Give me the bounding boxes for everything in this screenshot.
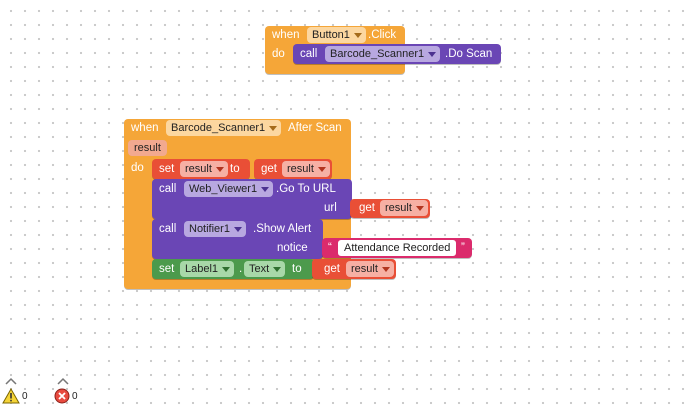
set-keyword: set — [159, 163, 175, 175]
property-dropdown[interactable]: Text — [244, 261, 286, 277]
dropdown-caret-icon — [415, 206, 424, 211]
warnings-indicator[interactable]: 0 — [2, 376, 42, 412]
get-result-label-block[interactable]: get result — [312, 259, 396, 279]
error-x-icon — [54, 388, 70, 404]
show-alert-call-block[interactable]: call Notifier1 .Show Alert notice — [152, 219, 323, 259]
errors-indicator[interactable]: 0 — [54, 376, 94, 412]
component-name: Notifier1 — [189, 223, 230, 235]
component-name: Label1 — [185, 263, 219, 275]
dropdown-caret-icon — [273, 267, 282, 272]
dropdown-caret-icon — [261, 187, 270, 192]
property-name: Text — [249, 263, 270, 275]
warning-triangle-icon — [2, 388, 20, 404]
variable-dropdown[interactable]: result — [180, 161, 228, 177]
component-name: Barcode_Scanner1 — [171, 122, 266, 134]
scanner-component-dropdown[interactable]: Barcode_Scanner1 — [325, 46, 441, 62]
event-name: .Click — [368, 29, 397, 41]
component-dropdown[interactable]: Button1 — [307, 27, 366, 43]
text-string-field[interactable]: Attendance Recorded — [338, 240, 457, 256]
set-label-text-block[interactable]: set Label1 . Text to — [152, 259, 314, 279]
dropdown-caret-icon — [353, 33, 362, 38]
web-viewer-dropdown[interactable]: Web_Viewer1 — [184, 181, 274, 197]
get-keyword: get — [261, 163, 277, 175]
dropdown-caret-icon — [381, 267, 390, 272]
to-keyword: to — [230, 163, 240, 175]
variable-dropdown[interactable]: result — [346, 261, 394, 277]
dropdown-caret-icon — [233, 227, 242, 232]
do-keyword: do — [272, 48, 285, 60]
call-keyword: call — [300, 48, 318, 60]
dropdown-caret-icon — [428, 52, 437, 57]
url-argument-label: url — [324, 202, 337, 214]
go-to-url-call-block[interactable]: call Web_Viewer1 .Go To URL url — [152, 179, 352, 219]
variable-name: result — [351, 263, 378, 275]
dropdown-caret-icon — [222, 267, 231, 272]
get-keyword: get — [359, 202, 375, 214]
set-keyword: set — [159, 263, 175, 275]
method-name: .Show Alert — [253, 223, 312, 235]
when-keyword: when — [272, 29, 300, 41]
to-keyword: to — [292, 263, 302, 275]
get-result-url-block[interactable]: get result — [350, 199, 430, 218]
variable-name: result — [385, 202, 412, 214]
warnings-count: 0 — [22, 391, 28, 402]
variable-name: result — [185, 163, 212, 175]
notifier-dropdown[interactable]: Notifier1 — [184, 221, 246, 237]
get-variable-block[interactable]: get result — [254, 159, 332, 179]
result-parameter[interactable]: result — [128, 140, 167, 156]
call-keyword: call — [159, 183, 177, 195]
event-name: After Scan — [288, 122, 342, 134]
component-name: Barcode_Scanner1 — [330, 48, 425, 60]
notice-argument-label: notice — [277, 242, 308, 254]
call-keyword: call — [159, 223, 177, 235]
variable-name: result — [287, 163, 314, 175]
label-component-dropdown[interactable]: Label1 — [180, 261, 235, 277]
variable-dropdown[interactable]: result — [282, 161, 330, 177]
warnings-toggle-icon[interactable] — [4, 376, 18, 386]
when-keyword: when — [131, 122, 159, 134]
get-keyword: get — [324, 263, 340, 275]
method-name: .Do Scan — [445, 48, 493, 60]
do-keyword: do — [131, 162, 144, 174]
set-variable-block[interactable]: set result to — [152, 159, 250, 179]
close-quote: ” — [461, 242, 465, 254]
dropdown-caret-icon — [215, 167, 224, 172]
component-name: Button1 — [312, 29, 350, 41]
variable-dropdown[interactable]: result — [380, 200, 428, 216]
open-quote: “ — [328, 242, 332, 254]
errors-count: 0 — [72, 391, 78, 402]
errors-toggle-icon[interactable] — [56, 376, 70, 386]
component-name: Web_Viewer1 — [189, 183, 258, 195]
dropdown-caret-icon — [269, 126, 278, 131]
do-scan-call-block[interactable]: call Barcode_Scanner1 .Do Scan — [293, 44, 501, 64]
method-name: .Go To URL — [276, 183, 336, 195]
dropdown-caret-icon — [317, 167, 326, 172]
dot-separator: . — [239, 263, 243, 275]
text-string-block[interactable]: “ Attendance Recorded ” — [322, 238, 472, 258]
component-dropdown[interactable]: Barcode_Scanner1 — [166, 120, 282, 136]
